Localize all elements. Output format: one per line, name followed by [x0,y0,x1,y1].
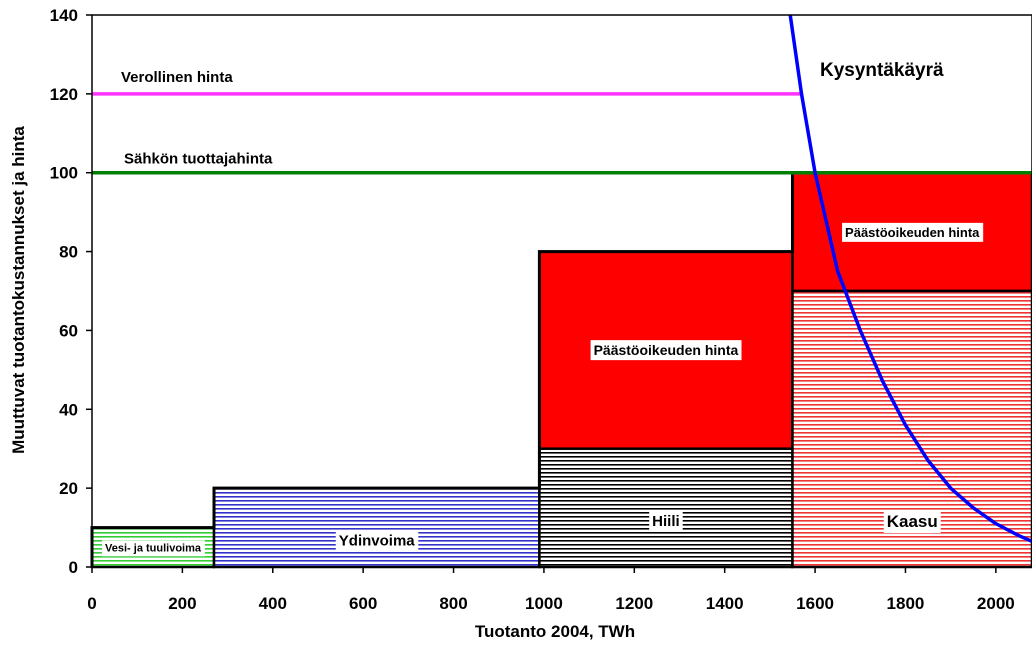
segment-label-3: Kaasu [887,512,938,531]
demand-curve-layer [788,15,1032,543]
demand-curve-label: Kysyntäkäyrä [820,60,944,81]
x-axis-title: Tuotanto 2004, TWh [475,622,635,641]
y-tick-label: 0 [69,558,78,577]
step-outline [90,171,1032,567]
segment-label-3-box [883,510,941,533]
base-area-1 [212,486,541,569]
segment-label-2-box [649,510,683,532]
segment-label-0: Vesi- ja tuulivoima [105,542,202,554]
x-tick-label: 1200 [615,594,653,613]
x-tick-label: 1400 [706,594,744,613]
y-tick-label: 100 [50,164,78,183]
x-tick-label: 200 [168,594,196,613]
y-axis-title: Muuttuvat tuotantokustannukset ja hinta [9,126,28,454]
emission-areas [538,171,1032,450]
x-tick-label: 800 [439,594,467,613]
x-tick-label: 0 [87,594,96,613]
segment-label-1-box [335,530,419,552]
emission-label-2: Päästöoikeuden hinta [594,342,739,358]
segment-label-2: Hiili [652,513,680,530]
base-area-2 [538,447,794,569]
y-tick-label: 120 [50,85,78,104]
x-tick-label: 2000 [977,594,1015,613]
plot-frame [91,14,1032,568]
emission-label-2-box [590,340,742,361]
y-tick-label: 140 [50,6,78,25]
emission-label-3: Päästöoikeuden hinta [845,225,980,240]
x-tick-label: 1800 [887,594,925,613]
line-label-producer: Sähkön tuottajahinta [124,151,273,168]
x-tick-label: 400 [259,594,287,613]
annotations: Vesi- ja tuulivoima Ydinvoima Hiili Päästöo… [102,60,984,557]
y-tick-label: 20 [59,479,78,498]
line-label-taxed: Verollinen hinta [121,69,233,86]
segment-label-0-box [102,540,205,557]
x-tick-label: 600 [349,594,377,613]
y-tick-label: 40 [59,400,78,419]
price-lines [92,92,1032,175]
demand-curve [788,15,1032,543]
x-tick-label: 1000 [525,594,563,613]
y-tick-label: 80 [59,243,78,262]
y-tick-label: 60 [59,321,78,340]
emission-label-3-box [842,222,984,242]
x-tick-label: 1600 [796,594,834,613]
segment-label-1: Ydinvoima [339,533,416,550]
